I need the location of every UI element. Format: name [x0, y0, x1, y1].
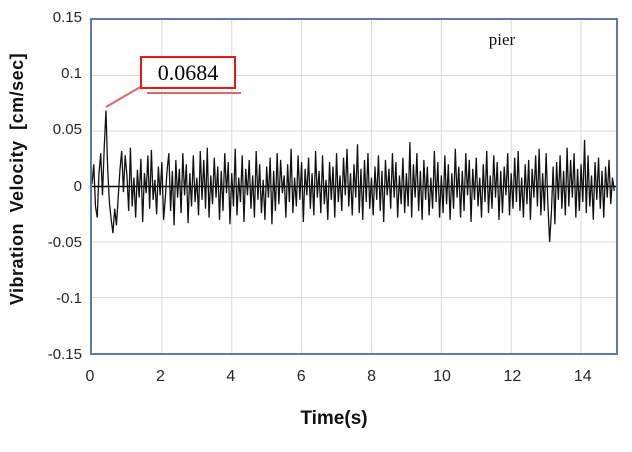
x-tick-label: 12 — [503, 368, 522, 385]
y-tick-label: -0.05 — [47, 233, 82, 251]
peak-value-label: 0.0684 — [157, 60, 219, 85]
x-axis-title: Time(s) — [300, 408, 368, 429]
y-tick-label: 0.05 — [52, 121, 82, 139]
x-tick-label: 6 — [296, 368, 306, 385]
y-tick-label: -0.1 — [56, 289, 82, 307]
x-tick-label: 4 — [226, 368, 236, 385]
y-tick-label: -0.15 — [47, 346, 82, 363]
x-tick-label: 10 — [433, 368, 451, 385]
y-tick-label: 0.1 — [61, 65, 82, 83]
y-tick-label: 0.15 — [52, 9, 82, 26]
x-tick-label: 0 — [85, 368, 95, 385]
annotation-shadow-line — [147, 92, 241, 94]
x-tick-label: 14 — [573, 368, 592, 385]
x-tick-label: 8 — [367, 368, 377, 385]
series-label: pier — [488, 30, 516, 49]
signal-polyline — [92, 110, 615, 243]
peak-value-annotation: 0.0684 — [140, 56, 236, 89]
x-tick-label: 2 — [155, 368, 165, 385]
y-tick-label: 0 — [73, 177, 82, 195]
annotation-leader-line — [105, 85, 143, 108]
